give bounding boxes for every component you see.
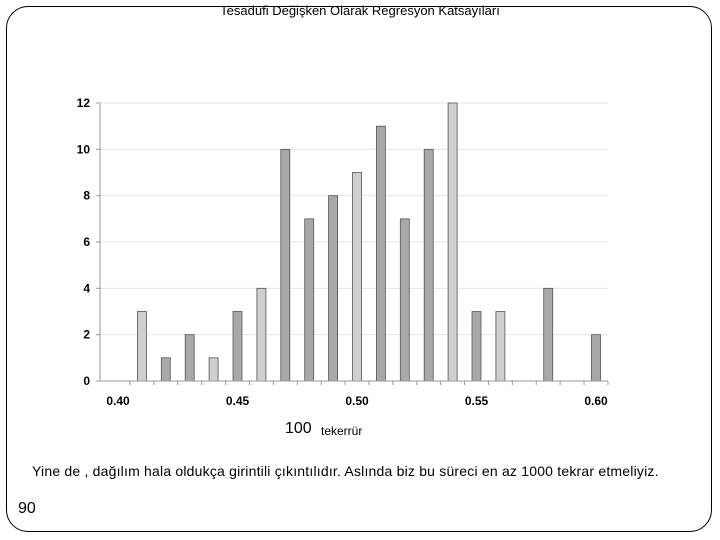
slide-title: Tesadüfi Değişken Olarak Regresyon Katsa… (220, 3, 500, 18)
histogram-bar (423, 148, 434, 382)
histogram-bar (280, 148, 291, 382)
replication-count: 100 (285, 420, 312, 437)
histogram-bar (352, 172, 362, 382)
histogram-bar (471, 311, 482, 382)
y-tick-label: 4 (83, 281, 90, 295)
x-tick-label: 0.45 (226, 394, 250, 408)
page-number: 90 (18, 500, 36, 517)
histogram-bar (184, 334, 195, 382)
body-text: Yine de , dağılım hala oldukça girintili… (32, 463, 659, 479)
y-tick-label: 6 (83, 235, 90, 249)
y-tick-label: 0 (83, 374, 90, 388)
histogram-bar (232, 311, 243, 382)
histogram-bar (447, 102, 458, 382)
tick-labels: 0 2 4 6 8 10 12 0.40 0.45 0.50 0.55 0.60 (77, 96, 608, 408)
x-tick-label: 0.60 (584, 394, 608, 408)
histogram-bar (495, 311, 506, 382)
histogram-bar (399, 218, 410, 382)
slide-frame (6, 6, 712, 532)
histogram-bar (136, 311, 147, 382)
y-tick-label: 2 (83, 328, 90, 342)
histogram-bar (256, 287, 267, 382)
histogram-bar (208, 357, 219, 382)
histogram-bar (375, 125, 386, 382)
y-tick-label: 8 (83, 189, 90, 203)
x-tick-label: 0.55 (465, 394, 489, 408)
histogram-bar (160, 357, 171, 382)
histogram-bar (543, 287, 554, 382)
y-tick-label: 10 (77, 142, 91, 156)
bars (136, 102, 601, 382)
replication-label: tekerrür (321, 424, 363, 438)
x-tick-label: 0.40 (106, 394, 130, 408)
histogram-bar (328, 195, 339, 382)
x-tick-label: 0.50 (345, 394, 369, 408)
histogram-bar (304, 218, 315, 382)
histogram-bar (591, 334, 601, 382)
axes (96, 102, 609, 385)
histogram-chart: 0 2 4 6 8 10 12 0.40 0.45 0.50 0.55 0.60 (77, 96, 609, 408)
y-tick-label: 12 (77, 96, 91, 110)
